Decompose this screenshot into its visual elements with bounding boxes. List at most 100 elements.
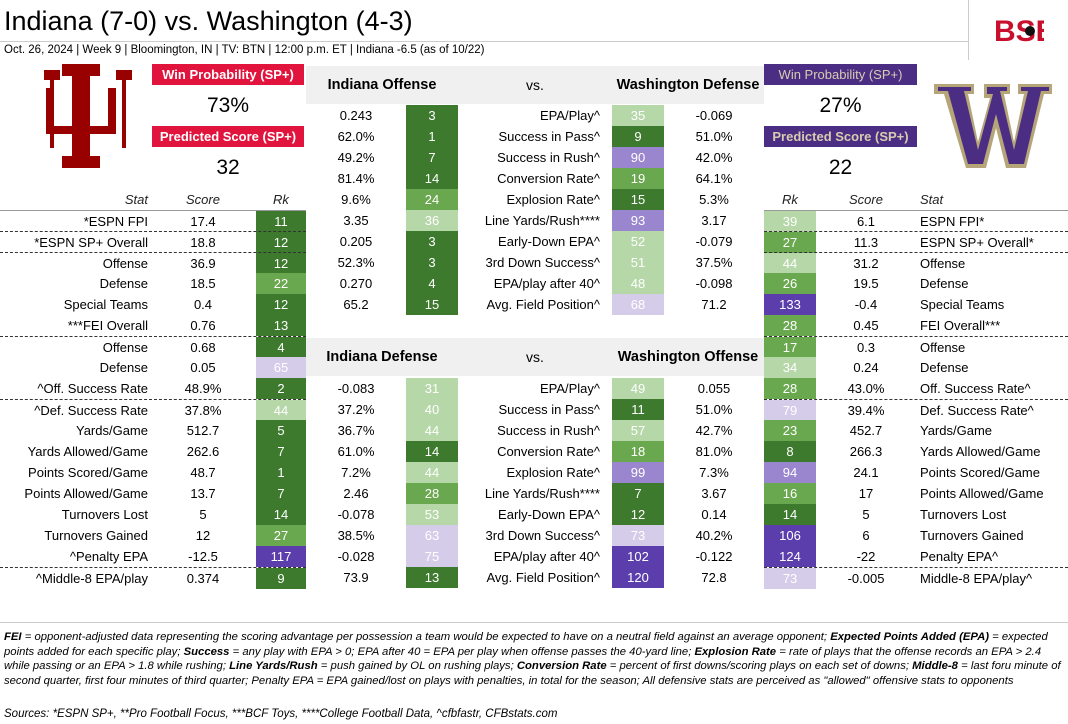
right-rank-badge: 99 xyxy=(612,462,664,483)
matchup-stat-label: Success in Pass^ xyxy=(498,129,600,144)
matchup-row: -0.028 75 EPA/play after 40^ 102 -0.122 xyxy=(306,546,764,567)
stat-label: Defense xyxy=(99,360,148,375)
indiana-win-prob-label: Win Probability (SP+) xyxy=(152,64,304,85)
washington-win-prob: 27% xyxy=(819,94,862,117)
right-value: 42.7% xyxy=(695,423,733,438)
table-row: 44 31.2 Offense xyxy=(764,252,1068,274)
matchup-stat-label: Conversion Rate^ xyxy=(497,444,600,459)
stat-label: Offense xyxy=(920,256,966,271)
rank-badge: 12 xyxy=(256,294,306,315)
left-value: 62.0% xyxy=(337,129,375,144)
stat-score: 0.45 xyxy=(853,318,879,333)
matchup-row: 3.35 36 Line Yards/Rush**** 93 3.17 xyxy=(306,210,764,231)
rank-badge: 117 xyxy=(256,546,306,567)
right-value: 71.2 xyxy=(701,297,727,312)
indiana-stat-header: Stat Score Rk xyxy=(0,189,306,210)
matchup-stat-label: Early-Down EPA^ xyxy=(498,507,600,522)
table-row: 16 17 Points Allowed/Game xyxy=(764,483,1068,504)
stat-score: 24.1 xyxy=(853,465,879,480)
left-rank-badge: 4 xyxy=(406,273,458,294)
left-rank-badge: 1 xyxy=(406,126,458,147)
left-rank-badge: 53 xyxy=(406,504,458,525)
stat-label: Turnovers Gained xyxy=(920,528,1024,543)
rank-badge: 28 xyxy=(764,378,816,399)
left-rank-badge: 14 xyxy=(406,441,458,462)
matchup-stat-label: 3rd Down Success^ xyxy=(485,528,600,543)
glossary-term: Explosion Rate xyxy=(694,645,777,658)
rank-badge: 73 xyxy=(764,568,816,589)
stat-score: 266.3 xyxy=(849,444,883,459)
washington-stat-header: Rk Score Stat xyxy=(764,189,1068,210)
rank-badge: 14 xyxy=(764,504,816,525)
stat-score: 0.68 xyxy=(190,340,216,355)
matchup-row: 0.243 3 EPA/Play^ 35 -0.069 xyxy=(306,105,764,126)
stat-score: 13.7 xyxy=(190,486,216,501)
stat-score: 18.5 xyxy=(190,276,216,291)
table-row: *ESPN SP+ Overall 18.8 12 xyxy=(0,231,306,253)
stat-label: Penalty EPA^ xyxy=(920,549,999,564)
right-rank-badge: 102 xyxy=(612,546,664,567)
left-rank-badge: 31 xyxy=(406,378,458,399)
table-row: 34 0.24 Defense xyxy=(764,357,1068,378)
left-rank-badge: 40 xyxy=(406,399,458,420)
right-value: 7.3% xyxy=(699,465,729,480)
table-row: Points Allowed/Game 13.7 7 xyxy=(0,483,306,504)
stat-score: 0.76 xyxy=(190,318,216,333)
stat-score: 262.6 xyxy=(186,444,220,459)
left-value: 36.7% xyxy=(337,423,375,438)
matchup-row: 49.2% 7 Success in Rush^ 90 42.0% xyxy=(306,147,764,168)
stat-score: 0.374 xyxy=(186,571,220,586)
right-value: -0.122 xyxy=(695,549,733,564)
stat-label: Defense xyxy=(920,276,969,291)
right-value: 37.5% xyxy=(695,255,733,270)
matchup-stat-label: Success in Pass^ xyxy=(498,402,600,417)
vs-label-bottom: vs. xyxy=(458,338,612,376)
left-rank-badge: 44 xyxy=(406,462,458,483)
rank-badge: 4 xyxy=(256,337,306,358)
left-value: 0.205 xyxy=(339,234,373,249)
glossary-definition: = rate of plays that the offense records… xyxy=(4,645,1042,673)
left-value: 61.0% xyxy=(337,444,375,459)
rank-badge: 13 xyxy=(256,315,306,336)
left-value: 73.9 xyxy=(343,570,369,585)
rank-badge: 133 xyxy=(764,294,816,315)
right-rank-badge: 51 xyxy=(612,252,664,273)
left-rank-badge: 7 xyxy=(406,147,458,168)
stat-label: ESPN SP+ Overall* xyxy=(920,235,1034,250)
matchup-row: 52.3% 3 3rd Down Success^ 51 37.5% xyxy=(306,252,764,273)
indiana-defense-title: Indiana Defense xyxy=(306,338,458,376)
matchup-stat-label: EPA/play after 40^ xyxy=(493,276,600,291)
stat-label: ***FEI Overall xyxy=(67,318,148,333)
rank-badge: 26 xyxy=(764,273,816,294)
rank-badge: 7 xyxy=(256,441,306,462)
stat-score: -0.005 xyxy=(847,571,885,586)
stat-score: 452.7 xyxy=(849,423,883,438)
left-value: 3.35 xyxy=(343,213,369,228)
left-rank-badge: 14 xyxy=(406,168,458,189)
stat-label: Offense xyxy=(920,340,966,355)
stat-score: 19.5 xyxy=(853,276,879,291)
stat-score: 6 xyxy=(862,528,870,543)
title-divider xyxy=(0,41,968,42)
matchup-stat-label: Avg. Field Position^ xyxy=(486,297,600,312)
rank-badge: 16 xyxy=(764,483,816,504)
washington-pred-score: 22 xyxy=(828,156,853,179)
matchup-stat-label: Success in Rush^ xyxy=(497,423,600,438)
stat-score: 43.0% xyxy=(847,381,885,396)
matchup-stat-label: Success in Rush^ xyxy=(497,150,600,165)
right-rank-badge: 12 xyxy=(612,504,664,525)
stat-label: Defense xyxy=(920,360,969,375)
washington-logo xyxy=(934,84,1052,168)
glossary-term: Conversion Rate xyxy=(516,660,607,672)
stat-label: Points Allowed/Game xyxy=(920,486,1044,501)
right-rank-badge: 19 xyxy=(612,168,664,189)
footer-divider xyxy=(0,622,1068,623)
rank-badge: 65 xyxy=(256,357,306,378)
glossary-definition: = push gained by OL on rushing plays; xyxy=(317,660,517,672)
stat-score: 0.05 xyxy=(190,360,216,375)
table-row: 17 0.3 Offense xyxy=(764,336,1068,358)
matchup-stat-label: Conversion Rate^ xyxy=(497,171,600,186)
stat-label: FEI Overall*** xyxy=(920,318,1001,333)
washington-win-prob-label: Win Probability (SP+) xyxy=(764,64,917,85)
glossary-term: FEI xyxy=(4,631,22,643)
